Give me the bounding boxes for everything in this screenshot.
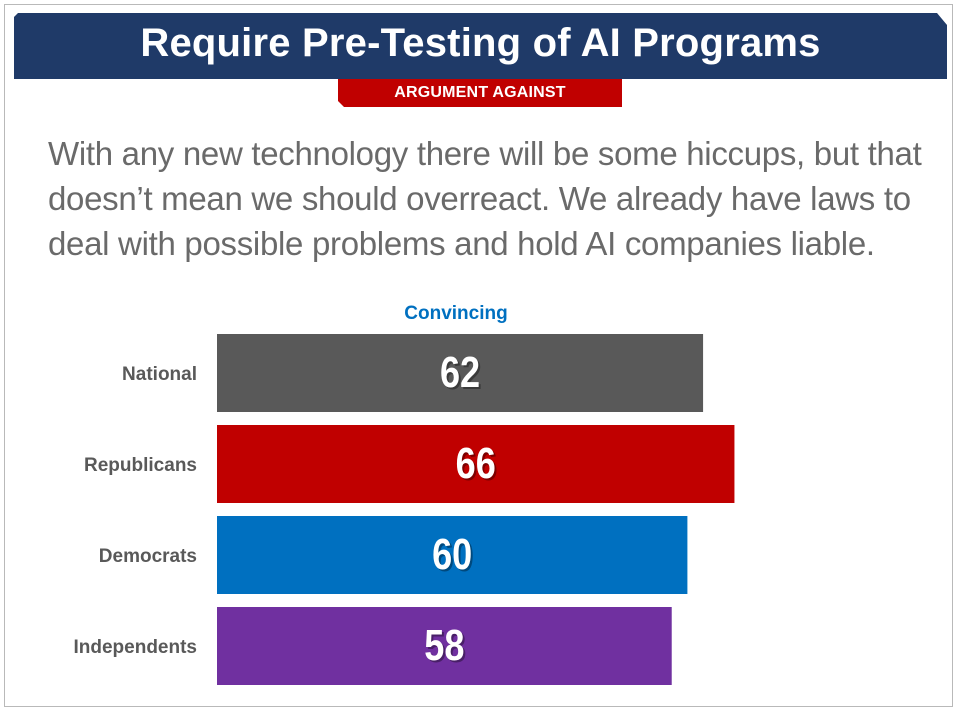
data-label-shadow: 62 (442, 350, 482, 399)
bar (217, 607, 672, 685)
data-label: 60 (432, 530, 472, 579)
category-label: Independents (73, 637, 197, 658)
data-label: 66 (456, 439, 496, 488)
data-label: 62 (440, 348, 480, 397)
slide-title: Require Pre-Testing of AI Programs (140, 21, 821, 65)
category-label: Democrats (99, 546, 197, 567)
argument-line: With any new technology there will be so… (48, 135, 922, 172)
argument-line: deal with possible problems and hold AI … (48, 225, 875, 262)
slide-frame (4, 4, 953, 707)
category-label: National (122, 364, 197, 385)
bar (217, 334, 704, 412)
argument-text: With any new technology there will be so… (48, 131, 922, 266)
bar (217, 425, 735, 503)
argument-tag: ARGUMENT AGAINST (338, 79, 622, 107)
column-header: Convincing (404, 303, 507, 324)
data-label-shadow: 58 (426, 623, 466, 672)
data-label: 58 (424, 621, 464, 670)
bar (217, 516, 688, 594)
argument-line: doesn’t mean we should overreact. We alr… (48, 180, 911, 217)
category-label: Republicans (84, 455, 197, 476)
title-banner: Require Pre-Testing of AI Programs (14, 13, 947, 79)
data-label-shadow: 66 (458, 441, 498, 490)
data-label-shadow: 60 (434, 532, 474, 581)
